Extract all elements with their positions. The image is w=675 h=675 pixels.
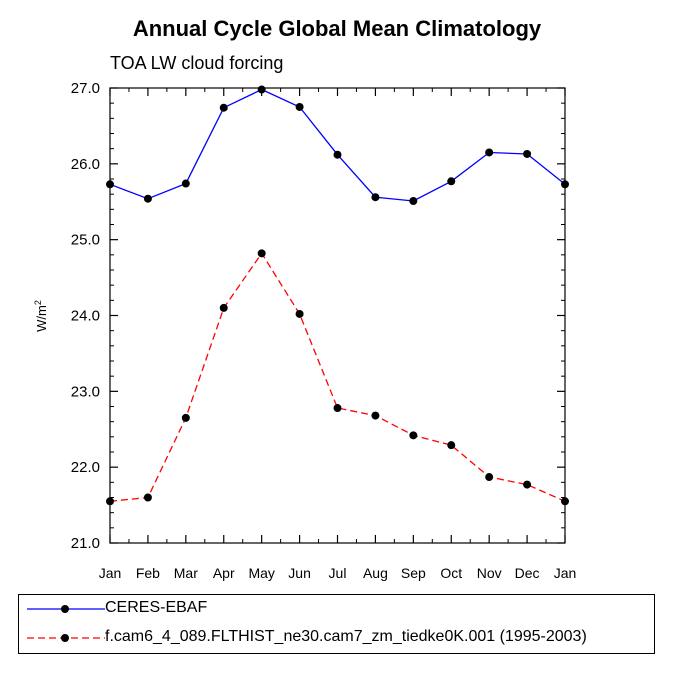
data-point-series-0	[371, 193, 380, 202]
x-tick-label: Nov	[477, 565, 502, 581]
x-tick-label: Sep	[401, 565, 426, 581]
data-point-series-1	[371, 411, 380, 420]
data-point-series-1	[257, 249, 266, 258]
data-point-series-1	[523, 480, 532, 489]
y-tick-label: 21.0	[71, 535, 100, 552]
data-point-series-0	[106, 180, 114, 189]
chart: Annual Cycle Global Mean Climatology TOA…	[33, 16, 577, 581]
x-tick-label: Jan	[99, 565, 122, 581]
legend-swatch-ceres	[27, 605, 105, 613]
data-point-series-0	[219, 103, 228, 112]
series-line-1	[109, 252, 566, 502]
legend-label-model: f.cam6_4_089.FLTHIST_ne30.cam7_zm_tiedke…	[105, 628, 587, 645]
legend: CERES-EBAF f.cam6_4_089.FLTHIST_ne30.cam…	[18, 594, 655, 654]
data-point-series-0	[257, 85, 266, 94]
x-tick-label: Dec	[515, 565, 540, 581]
legend-swatch-model	[27, 634, 105, 642]
chart-subtitle: TOA LW cloud forcing	[110, 53, 283, 73]
data-point-series-1	[143, 493, 152, 502]
x-tick-label: Jul	[329, 565, 347, 581]
x-tick-label: Apr	[213, 565, 235, 581]
x-tick-label: Mar	[174, 565, 198, 581]
axis-ticks	[109, 87, 566, 544]
series-line-0	[109, 88, 566, 202]
y-tick-labels: 21.0 22.0 23.0 24.0 25.0 26.0 27.0	[71, 80, 100, 552]
y-axis-label-sup: 2	[33, 300, 43, 305]
series-group	[106, 85, 569, 506]
data-point-series-0	[523, 149, 532, 158]
y-axis-label-unit: W/m	[34, 305, 49, 332]
data-point-series-0	[333, 150, 342, 159]
data-point-series-1	[219, 303, 228, 312]
x-tick-label: Jan	[554, 565, 577, 581]
data-point-series-1	[485, 473, 494, 482]
x-tick-label: Aug	[363, 565, 388, 581]
y-tick-label: 26.0	[71, 156, 100, 173]
x-tick-label: Oct	[440, 565, 462, 581]
chart-title: Annual Cycle Global Mean Climatology	[133, 16, 542, 41]
data-point-series-0	[485, 148, 494, 157]
data-point-series-0	[447, 177, 456, 186]
data-point-series-0	[409, 196, 418, 205]
data-point-series-1	[561, 497, 569, 506]
data-point-series-1	[295, 309, 304, 318]
legend-item-ceres: CERES-EBAF	[19, 595, 654, 623]
data-point-series-0	[561, 180, 569, 189]
data-point-series-1	[333, 404, 342, 413]
y-tick-label: 22.0	[71, 459, 100, 476]
y-tick-label: 24.0	[71, 308, 100, 325]
legend-label-ceres: CERES-EBAF	[105, 599, 208, 616]
y-tick-label: 25.0	[71, 232, 100, 249]
x-tick-labels: Jan Feb Mar Apr May Jun Jul Aug Sep Oct Nov Dec Jan	[99, 565, 577, 581]
data-point-series-0	[181, 179, 190, 188]
data-point-series-1	[106, 497, 114, 506]
data-point-series-0	[143, 194, 152, 203]
y-tick-label: 23.0	[71, 383, 100, 400]
legend-item-model: f.cam6_4_089.FLTHIST_ne30.cam7_zm_tiedke…	[19, 624, 654, 652]
x-tick-label: May	[248, 565, 274, 581]
data-point-series-1	[447, 441, 456, 450]
data-point-series-0	[295, 102, 304, 111]
x-tick-label: Feb	[136, 565, 160, 581]
data-point-series-1	[409, 431, 418, 440]
data-point-series-1	[181, 413, 190, 422]
y-tick-label: 27.0	[71, 80, 100, 97]
y-axis-label: W/m2	[33, 300, 49, 332]
x-tick-label: Jun	[288, 565, 311, 581]
